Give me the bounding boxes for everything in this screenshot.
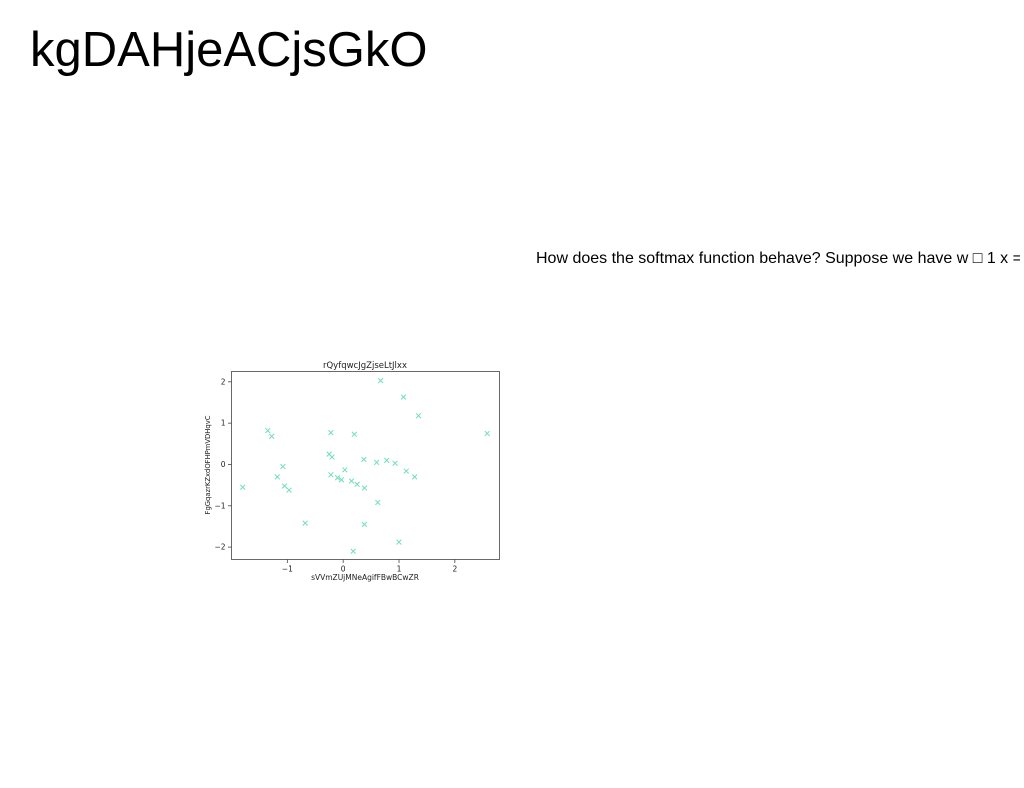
scatter-point — [400, 394, 407, 400]
scatter-point — [361, 485, 368, 491]
question-text: How does the softmax function behave? Su… — [536, 250, 1020, 267]
y-axis-label: FgGqazrKZxdOFHPmVDHqvC — [204, 415, 212, 514]
scatter-point — [268, 433, 275, 440]
page-heading: kgDAHjeACjsGkO — [30, 23, 428, 77]
x-tick-label: 2 — [452, 565, 457, 574]
scatter-point — [361, 521, 368, 528]
scatter-point — [396, 539, 402, 545]
scatter-point — [265, 427, 271, 434]
scatter-point — [274, 474, 281, 480]
scatter-point — [351, 431, 358, 438]
scatter-point — [392, 460, 398, 466]
chart-ticks: −1 0 1 2 2 1 0 −1 −2 — [214, 377, 457, 573]
scatter-point — [373, 459, 380, 466]
scatter-point — [383, 457, 390, 464]
x-tick-label: −1 — [282, 565, 293, 574]
scatter-point — [328, 429, 334, 436]
scatter-point — [403, 468, 410, 474]
chart-title: rQyfqwcJgZjseLtJlxx — [323, 361, 407, 371]
x-tick-label: 0 — [341, 565, 346, 574]
scatter-point — [302, 520, 308, 526]
scatter-point — [280, 463, 286, 470]
scatter-figure: rQyfqwcJgZjseLtJlxx −1 0 1 2 2 1 0 −1 −2 sVVmZUj… — [198, 356, 508, 586]
scatter-point — [286, 487, 292, 493]
scatter-point — [375, 499, 381, 506]
scatter-point — [411, 474, 418, 480]
scatter-point — [361, 456, 367, 463]
scatter-point — [377, 377, 384, 384]
y-tick-label: −2 — [214, 543, 225, 552]
scatter-point — [329, 454, 335, 460]
scatter-point — [281, 483, 288, 489]
y-tick-label: 1 — [221, 419, 226, 428]
y-tick-label: −1 — [214, 501, 225, 510]
x-tick-label: 1 — [397, 565, 402, 574]
scatter-point — [338, 477, 345, 483]
scatter-point — [328, 472, 334, 478]
x-axis-label: sVVmZUjMNeAgifFBwBCwZR — [311, 573, 419, 582]
scatter-point — [342, 467, 348, 473]
scatter-point — [350, 548, 356, 554]
scatter-point — [415, 412, 422, 419]
scatter-point — [239, 484, 246, 490]
scatter-point — [348, 478, 355, 484]
y-tick-label: 2 — [221, 377, 226, 386]
plot-frame — [231, 371, 500, 560]
scatter-chart: rQyfqwcJgZjseLtJlxx −1 0 1 2 2 1 0 −1 −2 sVVmZUj… — [204, 361, 500, 582]
scatter-point — [354, 481, 360, 488]
y-tick-label: 0 — [221, 460, 226, 469]
scatter-point — [334, 474, 341, 481]
scatter-point — [484, 430, 490, 437]
chart-marks — [239, 377, 490, 554]
